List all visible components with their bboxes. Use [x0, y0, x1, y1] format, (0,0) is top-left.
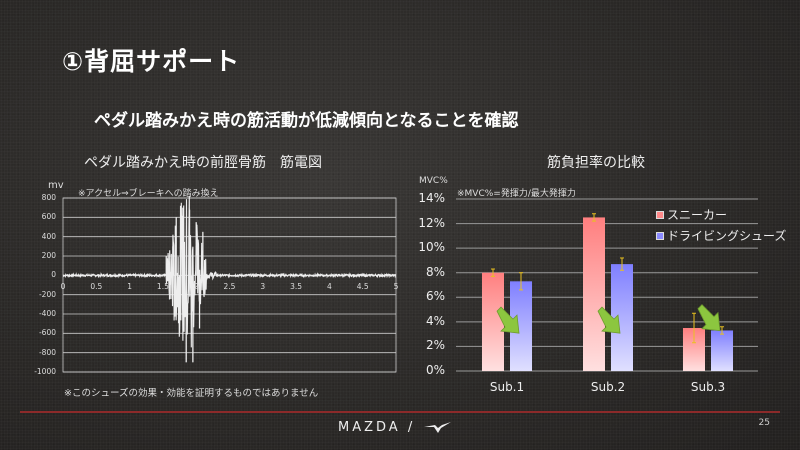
emg-y-tick: 600: [41, 212, 56, 222]
footer-brand: MAZDA /: [338, 420, 452, 435]
emg-x-tick: 0.5: [90, 282, 103, 292]
bar-y-tick: 12%: [418, 215, 445, 230]
page-number: 25: [758, 418, 770, 428]
legend-item-sneaker: スニーカー: [656, 206, 727, 223]
emg-x-tick: 3.5: [290, 282, 303, 292]
bar-y-tick: 10%: [418, 240, 445, 255]
bar-y-tick: 2%: [425, 338, 445, 353]
emg-y-tick: -800: [38, 347, 56, 357]
bar-y-tick: 0%: [425, 363, 445, 377]
bar-note: ※MVC%=発揮力/最大発揮力: [457, 189, 576, 199]
emg-y-tick: 0: [51, 270, 56, 280]
bar-sneaker: [583, 217, 605, 371]
bar-driving-shoes: [510, 281, 532, 371]
bar-chart-title: 筋負担率の比較: [547, 155, 645, 171]
bar-driving-shoes: [611, 264, 633, 371]
emg-chart-title: ペダル踏みかえ時の前脛骨筋 筋電図: [84, 155, 322, 171]
emg-y-tick: -1000: [34, 367, 56, 376]
emg-y-tick: -200: [38, 289, 56, 299]
mazda-wordmark: MAZDA /: [338, 420, 416, 435]
emg-x-tick: 3: [260, 282, 266, 292]
emg-y-tick: 400: [41, 231, 56, 241]
slide-title: ①背屈サポート: [62, 47, 241, 76]
emg-x-tick: 5: [393, 282, 399, 292]
emg-unit-label: mv: [48, 180, 64, 191]
bar-y-tick: 4%: [425, 313, 445, 328]
bar-sneaker: [482, 272, 504, 371]
emg-x-tick: 1: [127, 282, 132, 292]
decrease-arrow-icon: [597, 306, 621, 334]
emg-x-tick: 1.5: [156, 282, 169, 292]
legend-swatch-sneaker: [656, 210, 664, 219]
emg-y-tick: 800: [41, 193, 56, 202]
bar-unit-label: MVC%: [419, 176, 448, 186]
bar-category-label: Sub.1: [489, 380, 525, 394]
decrease-arrow-icon: [697, 304, 721, 332]
bar-category-label: Sub.3: [690, 380, 726, 394]
emg-y-tick: -400: [38, 309, 56, 318]
emg-x-tick: 4.5: [356, 282, 369, 292]
emg-x-tick: 0: [60, 282, 66, 292]
disclaimer: ※このシューズの効果・効能を証明するものではありません: [64, 388, 319, 399]
legend-label-sneaker: スニーカー: [667, 208, 728, 222]
mizuno-runbird-icon: [424, 421, 452, 433]
footer-divider: [20, 411, 780, 413]
bar-sneaker: [683, 328, 705, 371]
emg-y-tick: 200: [41, 251, 56, 260]
emg-x-tick: 4: [327, 282, 332, 292]
emg-note: ※アクセル⇒ブレーキへの踏み換え: [78, 189, 219, 199]
legend-item-driving-shoes: ドライビングシューズ: [656, 227, 786, 244]
bar-driving-shoes: [711, 330, 733, 371]
bar-y-tick: 14%: [418, 191, 445, 205]
bar-y-tick: 6%: [425, 289, 445, 304]
slide-subtitle: ペダル踏みかえ時の筋活動が低減傾向となることを確認: [94, 111, 519, 131]
bar-y-tick: 8%: [425, 264, 445, 279]
emg-x-tick: 2.5: [223, 282, 236, 292]
legend-swatch-driving-shoes: [656, 231, 664, 240]
decrease-arrow-icon: [496, 306, 520, 334]
emg-y-tick: -600: [38, 328, 56, 338]
bar-category-label: Sub.2: [590, 380, 626, 394]
emg-x-tick: 2: [193, 282, 199, 292]
legend-label-driving-shoes: ドライビングシューズ: [667, 229, 787, 243]
